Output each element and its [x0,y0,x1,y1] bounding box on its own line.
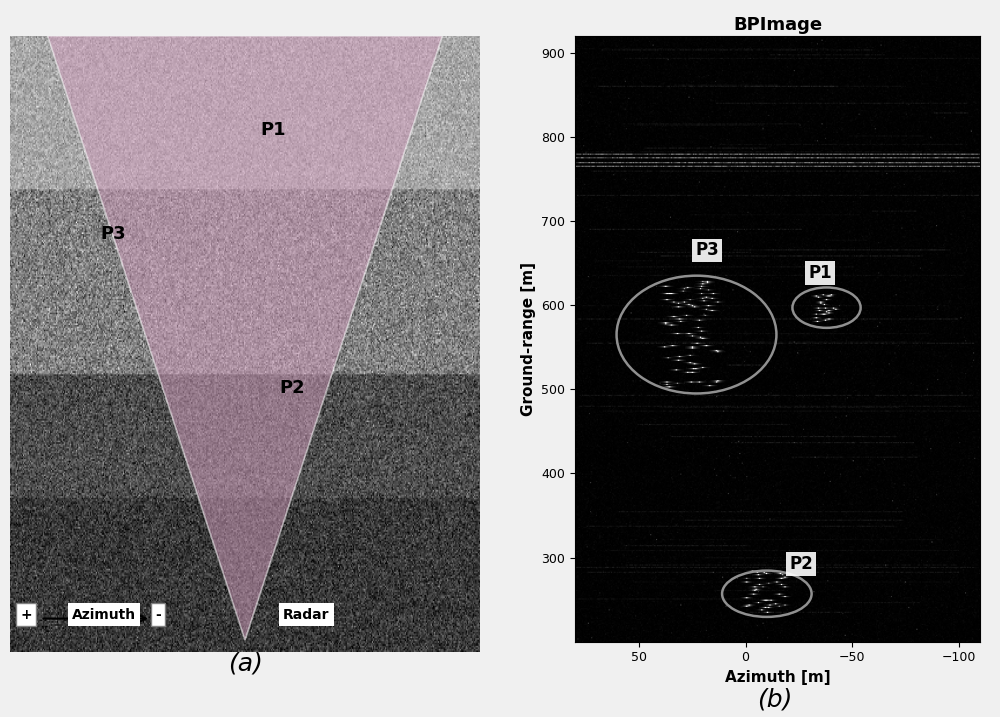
Text: P3: P3 [695,242,719,260]
Text: (a): (a) [228,652,262,676]
Text: -: - [155,607,161,622]
Text: P1: P1 [260,120,286,138]
Text: Azimuth: Azimuth [72,607,136,622]
X-axis label: Azimuth [m]: Azimuth [m] [725,670,830,685]
Text: P2: P2 [279,379,305,397]
Text: Radar: Radar [283,607,329,622]
Y-axis label: Ground-range [m]: Ground-range [m] [521,262,536,416]
Polygon shape [48,36,442,640]
Text: (b): (b) [757,688,793,711]
Text: +: + [21,607,32,622]
Text: P2: P2 [789,555,813,574]
Text: P3: P3 [101,225,126,243]
Text: P1: P1 [808,264,832,282]
Title: BPImage: BPImage [733,16,822,34]
